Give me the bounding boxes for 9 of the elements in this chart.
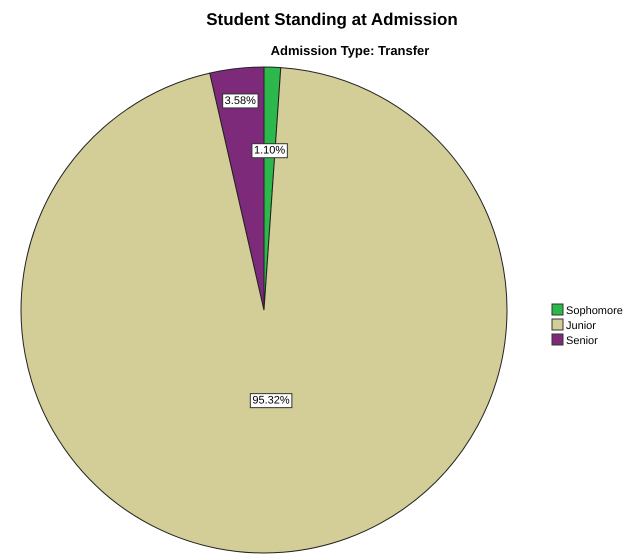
legend-label: Senior xyxy=(566,335,598,347)
chart-subtitle: Admission Type: Transfer xyxy=(270,43,430,58)
data-label: 1.10% xyxy=(254,144,286,157)
slice-label: Junior xyxy=(566,320,596,332)
pie-slice xyxy=(20,67,508,554)
data-label: 95.32% xyxy=(252,394,290,407)
chart-title: Student Standing at Admission xyxy=(206,10,458,29)
legend-label: Sophomore xyxy=(566,305,623,317)
data-label: 3.58% xyxy=(224,94,256,107)
